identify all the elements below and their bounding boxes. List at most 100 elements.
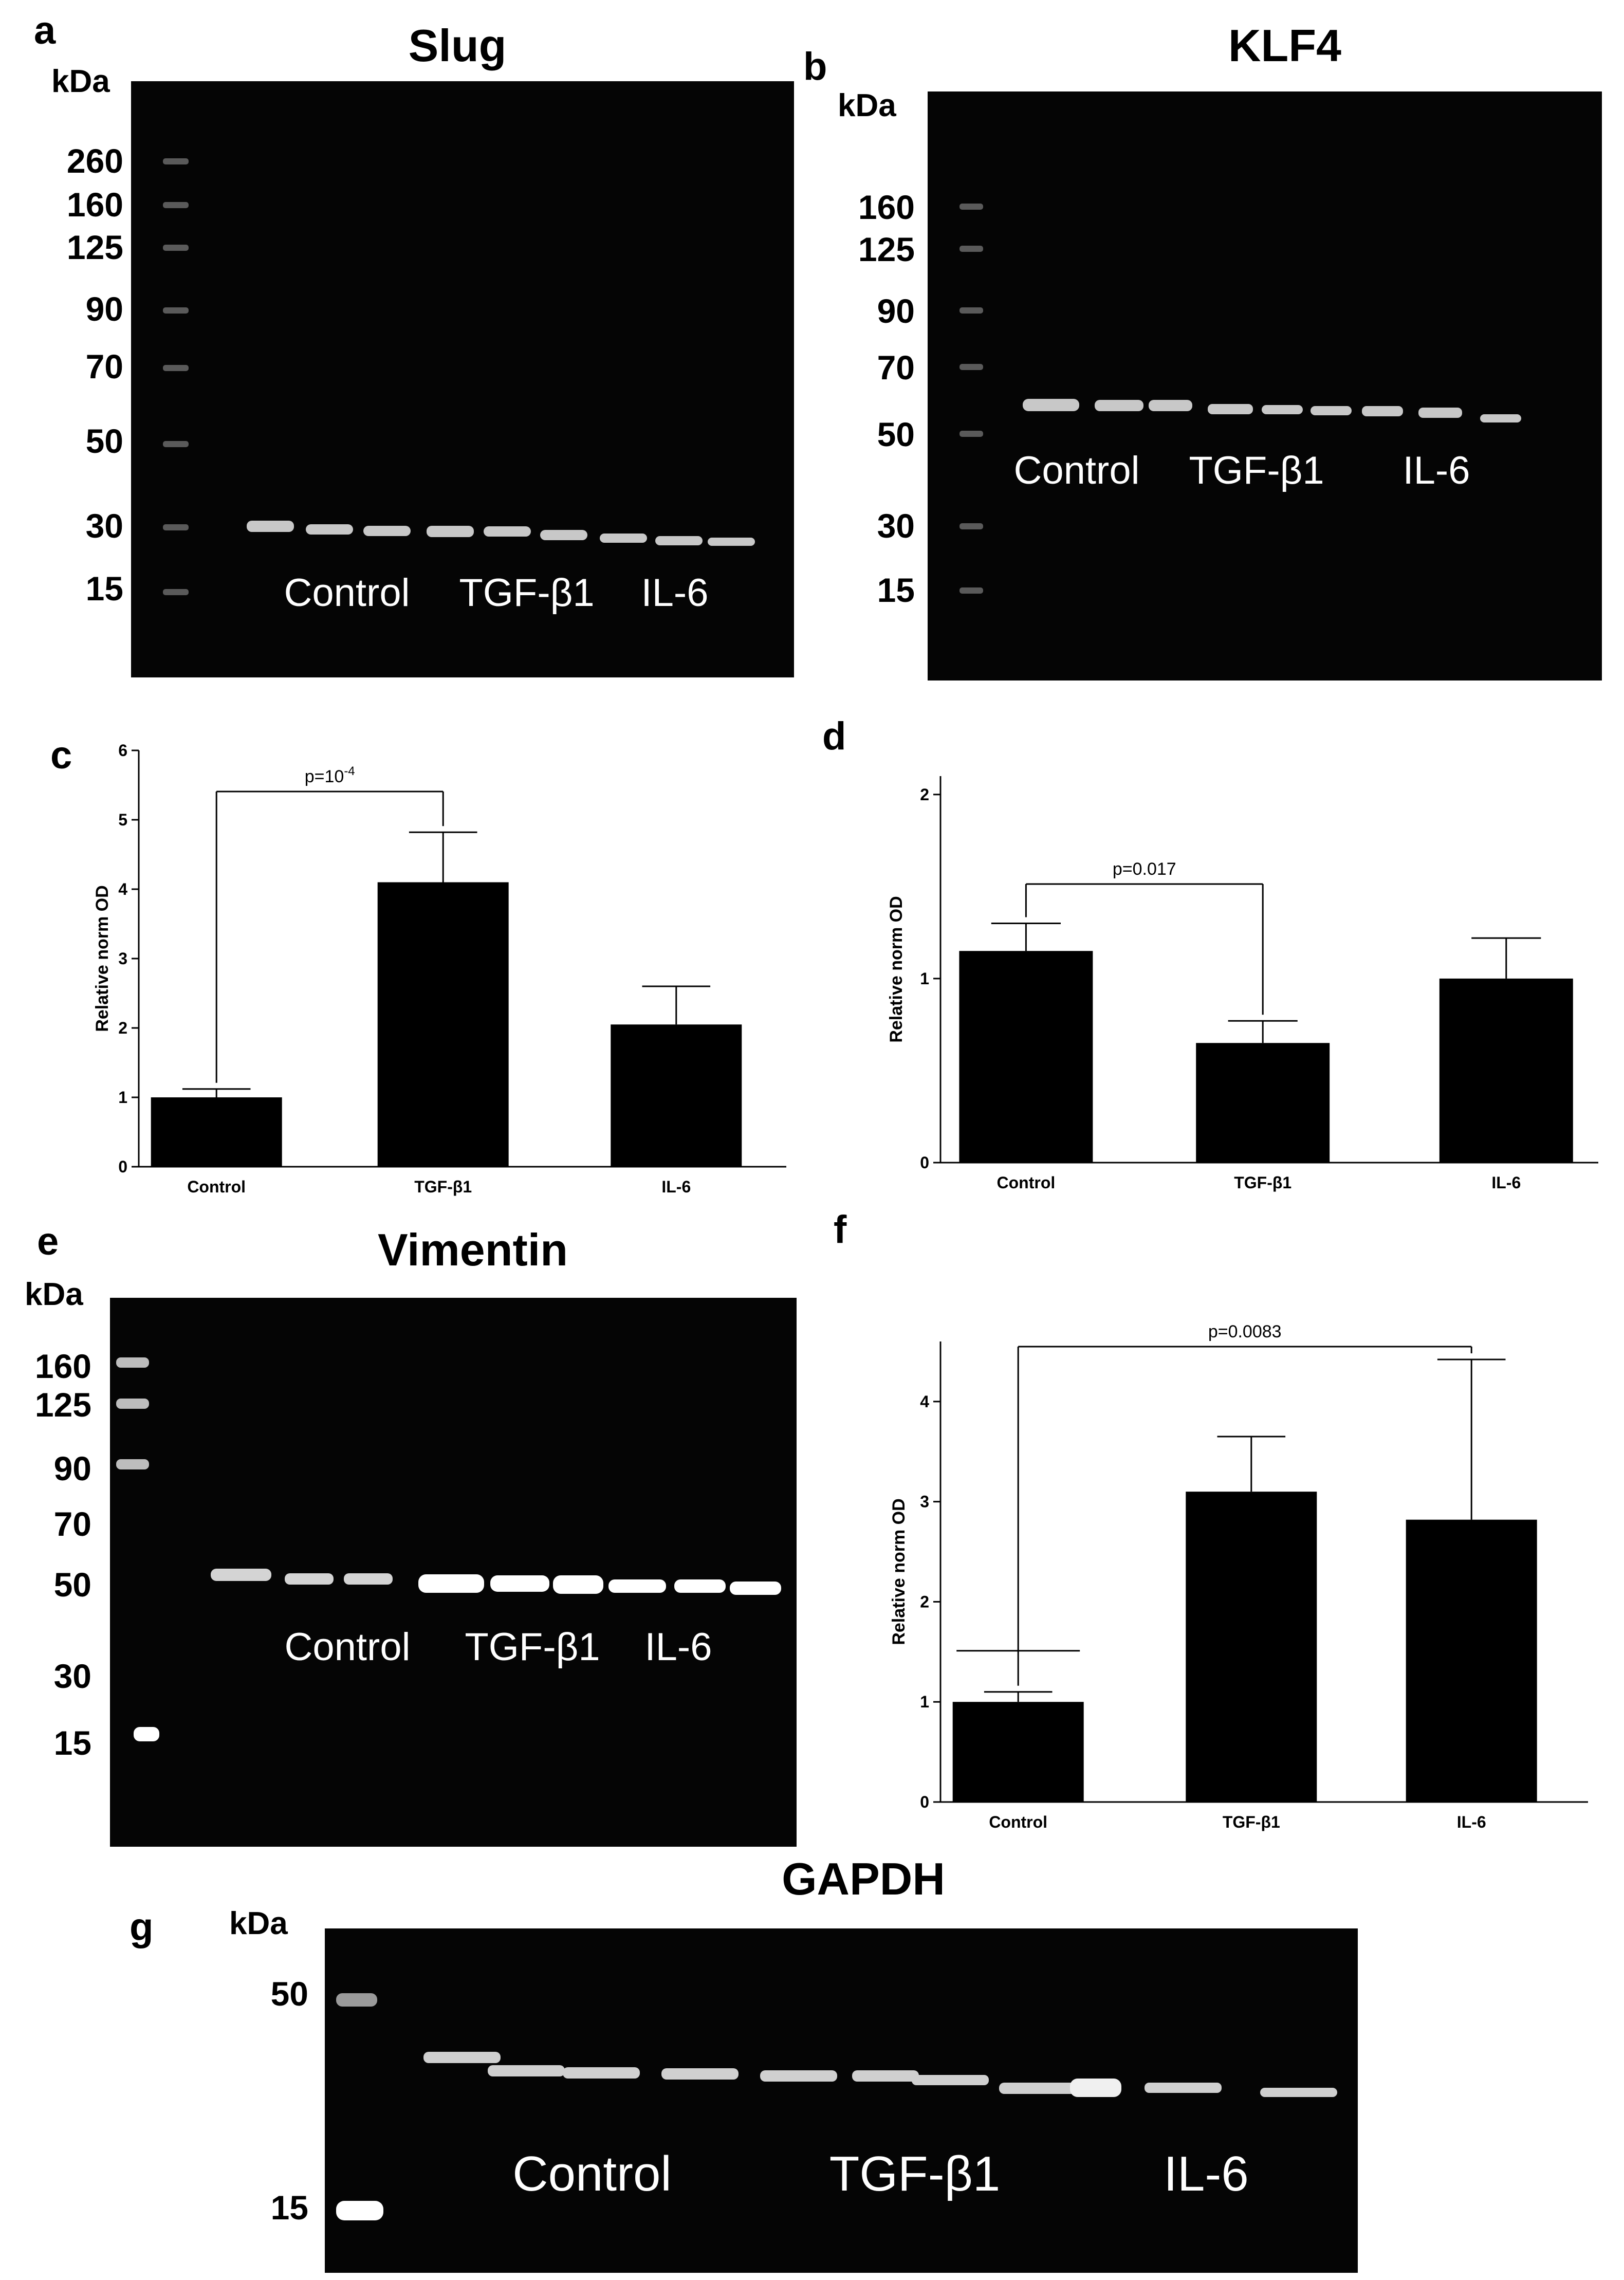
y-tick-label: 2 (920, 785, 929, 804)
panel-letter-g: g (130, 1905, 154, 1949)
bar-chart-slug: 0 1 2 3 4 5 6 Relative norm OD Control TGF-β1 IL-6… (93, 741, 786, 1196)
panel-letter-c: c (50, 733, 72, 777)
marker-label: 125 (34, 1386, 91, 1424)
y-axis-label: Relative norm OD (93, 885, 112, 1032)
x-tick-label: IL-6 (1491, 1173, 1521, 1192)
bar (1439, 978, 1573, 1163)
y-tick-label: 1 (920, 969, 929, 988)
marker-label: 160 (66, 186, 123, 224)
y-axis-label: Relative norm OD (889, 1498, 909, 1645)
panel-letter-a: a (34, 9, 56, 52)
y-tick-label: 2 (118, 1019, 127, 1037)
y-tick-label: 3 (118, 949, 127, 968)
western-blot-klf4: Control TGF-β1 IL-6 (928, 91, 1602, 681)
bar-chart-klf4: 0 1 2 Relative norm OD Control TGF-β1 IL-6 p=0.… (887, 776, 1598, 1192)
blot-bands-slug (163, 158, 755, 595)
panel-letter-b: b (803, 45, 827, 88)
lane-label-tgf: TGF-β1 (1189, 449, 1324, 492)
marker-label: 30 (877, 507, 915, 545)
marker-label: 260 (66, 142, 123, 180)
bar (959, 951, 1093, 1163)
panel-letter-d: d (822, 714, 846, 758)
bar-chart-vimentin: 0 1 2 3 4 Relative norm OD Control TGF-β1 IL-6 p=… (889, 1322, 1588, 1831)
p-value-label: p=10-4 (305, 764, 355, 786)
p-value-label: p=0.017 (1113, 859, 1176, 879)
y-axis-label: Relative norm OD (887, 896, 906, 1042)
lane-label-il6: IL-6 (1164, 2146, 1249, 2201)
marker-label: 50 (85, 422, 123, 460)
p-value-text: p=10 (305, 767, 344, 786)
y-tick-label: 6 (118, 741, 127, 760)
blot-bands-vimentin (116, 1357, 781, 1741)
marker-label: 15 (53, 1724, 91, 1762)
blot-title-klf4: KLF4 (1228, 20, 1341, 71)
y-tick-label: 4 (920, 1392, 929, 1411)
blot-title-gapdh: GAPDH (782, 1853, 945, 1904)
blot-bands-gapdh (336, 1993, 1337, 2220)
lane-label-tgf: TGF-β1 (465, 1625, 600, 1669)
blot-title-vimentin: Vimentin (377, 1224, 568, 1275)
p-value-label: p=0.0083 (1208, 1322, 1282, 1341)
western-blot-vimentin: Control TGF-β1 IL-6 (110, 1298, 797, 1847)
y-tick-label: 1 (118, 1088, 127, 1107)
p-value-exponent: -4 (344, 764, 355, 778)
marker-label: 160 (34, 1347, 91, 1385)
lane-label-control: Control (284, 571, 410, 615)
lane-label-il6: IL-6 (641, 571, 709, 615)
y-tick-label: 3 (920, 1493, 929, 1511)
x-tick-label: Control (989, 1813, 1047, 1831)
marker-label: 30 (85, 507, 123, 545)
lane-label-tgf: TGF-β1 (459, 571, 595, 615)
x-tick-label: IL-6 (661, 1178, 691, 1196)
p-value-text: p=0.017 (1113, 859, 1176, 879)
y-tick-label: 0 (920, 1153, 929, 1172)
marker-label: 90 (53, 1449, 91, 1487)
marker-label: 70 (877, 348, 915, 387)
bar (1186, 1492, 1317, 1802)
marker-label: 160 (858, 188, 915, 226)
marker-label: 15 (270, 2189, 308, 2227)
y-tick-label: 2 (920, 1592, 929, 1611)
x-tick-label: TGF-β1 (1223, 1813, 1280, 1831)
panel-letter-f: f (834, 1208, 847, 1252)
western-blot-gapdh: Control TGF-β1 IL-6 (325, 1928, 1358, 2273)
marker-label: 70 (53, 1505, 91, 1543)
blot-bands-klf4 (959, 204, 1521, 594)
marker-label: 90 (85, 290, 123, 328)
panel-letter-e: e (37, 1220, 59, 1263)
bar (611, 1024, 742, 1167)
lane-label-control: Control (1013, 449, 1140, 492)
bar (151, 1097, 282, 1167)
x-tick-label: TGF-β1 (414, 1178, 472, 1196)
marker-label: 125 (66, 228, 123, 266)
bar (1196, 1043, 1330, 1163)
x-tick-label: IL-6 (1457, 1813, 1486, 1831)
lane-label-control: Control (512, 2146, 672, 2201)
lane-label-tgf: TGF-β1 (829, 2146, 1001, 2201)
marker-label: 15 (877, 571, 915, 609)
marker-label: 70 (85, 347, 123, 385)
blot-title-slug: Slug (408, 20, 507, 71)
marker-label: 90 (877, 292, 915, 330)
marker-label: 50 (270, 1975, 308, 2013)
y-tick-label: 0 (920, 1793, 929, 1811)
marker-label: 50 (877, 415, 915, 453)
kda-label-a: kDa (51, 64, 110, 99)
y-tick-label: 4 (118, 880, 127, 898)
lane-label-il6: IL-6 (1402, 449, 1470, 492)
x-tick-label: Control (187, 1178, 246, 1196)
western-blot-slug: Control TGF-β1 IL-6 (131, 81, 794, 677)
x-tick-label: Control (997, 1173, 1056, 1192)
y-tick-label: 0 (118, 1157, 127, 1176)
y-tick-label: 1 (920, 1693, 929, 1711)
marker-label: 15 (85, 569, 123, 608)
marker-label: 50 (53, 1566, 91, 1604)
p-value-text: p=0.0083 (1208, 1322, 1282, 1341)
kda-label-e: kDa (25, 1277, 83, 1312)
marker-label: 30 (53, 1657, 91, 1695)
bar (377, 882, 509, 1167)
kda-label-g: kDa (229, 1906, 288, 1941)
bar (1406, 1519, 1537, 1802)
marker-label: 125 (858, 230, 915, 268)
kda-label-b: kDa (838, 88, 896, 123)
